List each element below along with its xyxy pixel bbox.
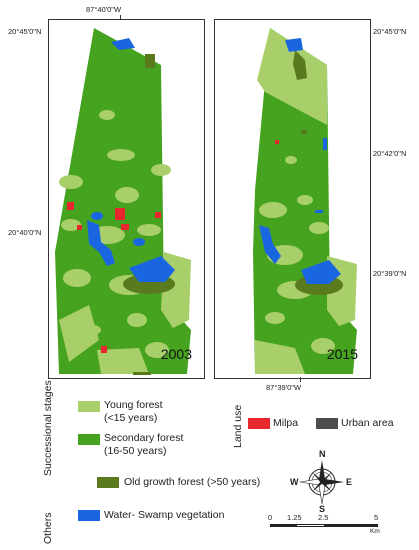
- old-growth-label: Old growth forest (>50 years): [124, 476, 261, 488]
- scale-tick-1: 1.25: [287, 513, 302, 522]
- top-tick: [120, 15, 121, 20]
- others-label: Others: [42, 512, 54, 544]
- scale-segment-2: [297, 524, 324, 527]
- land-use-label: Land use: [232, 404, 244, 448]
- young-forest-swatch: [78, 401, 100, 412]
- successional-stages-label: Successional stages: [42, 380, 54, 476]
- young-forest-label: Young forest: [104, 399, 163, 411]
- milpa-patches: [275, 140, 279, 144]
- milpa-patches: [67, 202, 161, 353]
- lat-label-right-3: 20°39'0"N: [373, 269, 407, 278]
- compass-w: W: [290, 477, 299, 487]
- map-panel-2003: 2003: [48, 19, 205, 379]
- lat-label-left-2: 20°40'0"N: [8, 228, 42, 237]
- map-panel-2015: 2015: [214, 19, 371, 379]
- water-swamp-areas: [87, 38, 175, 282]
- scale-tick-3: 5: [374, 513, 379, 522]
- compass-icon: [299, 460, 344, 505]
- bottom-longitude-label: 87°39'0"W: [266, 383, 302, 392]
- secondary-forest-legend: Secondary forest (16-50 years): [104, 432, 183, 459]
- secondary-forest-age: (16-50 years): [104, 445, 167, 458]
- year-label-2015: 2015: [326, 346, 358, 362]
- young-forest-patches: [255, 28, 357, 374]
- water-swamp-swatch: [78, 510, 100, 521]
- secondary-forest-swatch: [78, 434, 100, 445]
- water-swamp-label: Water- Swamp vegetation: [104, 509, 225, 521]
- map-2015-svg: [253, 28, 357, 374]
- scale-unit: Km: [370, 528, 380, 535]
- lat-label-left-1: 20°45'0"N: [8, 27, 42, 36]
- water-swamp-areas: [259, 38, 341, 284]
- compass-s: S: [319, 504, 326, 514]
- map-2003-svg: [55, 28, 191, 375]
- lat-label-right-2: 20°42'0"N: [373, 149, 407, 158]
- lat-label-right-1: 20°45'0"N: [373, 27, 407, 36]
- milpa-label: Milpa: [273, 417, 299, 429]
- year-label-2003: 2003: [160, 346, 192, 362]
- compass-e: E: [346, 477, 353, 487]
- young-forest-age: (<15 years): [104, 412, 158, 425]
- compass-rose: N S W E: [290, 449, 353, 514]
- scale-segment-3: [324, 524, 378, 527]
- compass-n: N: [319, 449, 326, 459]
- scale-tick-2: 2.5: [318, 513, 329, 522]
- old-growth-swatch: [97, 477, 119, 488]
- young-forest-legend: Young forest (<15 years): [104, 399, 163, 426]
- secondary-forest-label: Secondary forest: [104, 432, 184, 444]
- scale-bar: 0 1.25 2.5 5 Km: [268, 513, 380, 535]
- urban-area-label: Urban area: [341, 417, 394, 429]
- scale-tick-0: 0: [268, 513, 273, 522]
- milpa-swatch: [248, 418, 270, 429]
- bottom-tick: [300, 377, 301, 382]
- top-longitude-label: 87°40'0"W: [86, 5, 122, 14]
- scale-segment-1: [270, 524, 297, 527]
- urban-area-swatch: [316, 418, 338, 429]
